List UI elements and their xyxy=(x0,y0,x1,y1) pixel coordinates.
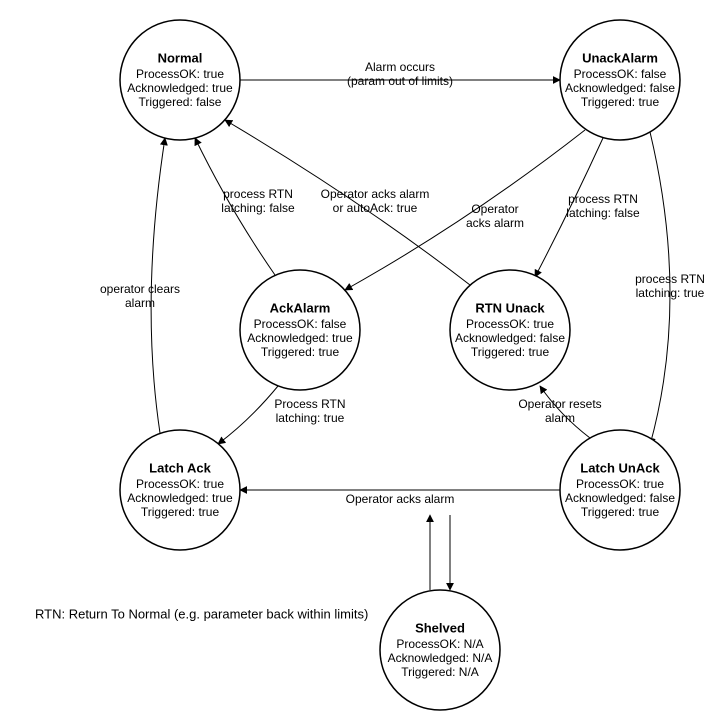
edge-label: alarm xyxy=(545,411,575,425)
node-normal: Normal ProcessOK: true Acknowledged: tru… xyxy=(120,20,240,140)
svg-text:RTN Unack: RTN Unack xyxy=(475,300,545,315)
edge-label: latching: false xyxy=(221,201,295,215)
svg-text:ProcessOK: true: ProcessOK: true xyxy=(136,67,224,81)
svg-text:Latch Ack: Latch Ack xyxy=(149,460,211,475)
node-rtnunack: RTN Unack ProcessOK: true Acknowledged: … xyxy=(450,270,570,390)
node-ackalarm: AckAlarm ProcessOK: false Acknowledged: … xyxy=(240,270,360,390)
edge-label: operator clears xyxy=(100,282,180,296)
edge-label: Operator acks alarm xyxy=(346,492,455,506)
footnote: RTN: Return To Normal (e.g. parameter ba… xyxy=(35,606,368,621)
svg-text:Normal: Normal xyxy=(158,50,203,65)
edge-label: Process RTN xyxy=(274,397,345,411)
edge-label: process RTN xyxy=(635,272,705,286)
svg-text:Acknowledged: false: Acknowledged: false xyxy=(455,331,565,345)
edge-label: or autoAck: true xyxy=(333,201,418,215)
edge-label: Operator resets xyxy=(518,397,601,411)
svg-text:Triggered: true: Triggered: true xyxy=(581,95,660,109)
svg-text:AckAlarm: AckAlarm xyxy=(270,300,331,315)
svg-text:Triggered: true: Triggered: true xyxy=(141,505,220,519)
node-latchack: Latch Ack ProcessOK: true Acknowledged: … xyxy=(120,430,240,550)
svg-text:Acknowledged: true: Acknowledged: true xyxy=(247,331,353,345)
svg-text:Shelved: Shelved xyxy=(415,620,465,635)
svg-text:Triggered: true: Triggered: true xyxy=(471,345,550,359)
svg-text:Acknowledged: N/A: Acknowledged: N/A xyxy=(388,651,493,665)
edge-label: (param out of limits) xyxy=(347,74,453,88)
svg-text:ProcessOK: false: ProcessOK: false xyxy=(254,317,347,331)
edge-label: latching: false xyxy=(566,206,640,220)
edge-label: Operator xyxy=(471,202,518,216)
svg-text:UnackAlarm: UnackAlarm xyxy=(582,50,658,65)
node-latchunack: Latch UnAck ProcessOK: true Acknowledged… xyxy=(560,430,680,550)
svg-text:Acknowledged: false: Acknowledged: false xyxy=(565,491,675,505)
edge-label: Alarm occurs xyxy=(365,60,435,74)
svg-text:ProcessOK: true: ProcessOK: true xyxy=(576,477,664,491)
svg-text:Triggered: N/A: Triggered: N/A xyxy=(401,665,479,679)
svg-text:Triggered: true: Triggered: true xyxy=(261,345,340,359)
svg-text:Triggered: true: Triggered: true xyxy=(581,505,660,519)
svg-text:Acknowledged: false: Acknowledged: false xyxy=(565,81,675,95)
edge-label: Operator acks alarm xyxy=(321,187,430,201)
node-unackalarm: UnackAlarm ProcessOK: false Acknowledged… xyxy=(560,20,680,140)
edge-label: process RTN xyxy=(223,187,293,201)
svg-text:ProcessOK: true: ProcessOK: true xyxy=(136,477,224,491)
svg-text:Acknowledged: true: Acknowledged: true xyxy=(127,491,233,505)
svg-text:Latch UnAck: Latch UnAck xyxy=(580,460,660,475)
svg-text:ProcessOK: true: ProcessOK: true xyxy=(466,317,554,331)
svg-text:ProcessOK: N/A: ProcessOK: N/A xyxy=(396,637,483,651)
edge-label: alarm xyxy=(125,296,155,310)
edge-label: latching: true xyxy=(276,411,345,425)
edge-label: process RTN xyxy=(568,192,638,206)
edge-label: acks alarm xyxy=(466,216,524,230)
svg-text:Triggered: false: Triggered: false xyxy=(139,95,222,109)
svg-text:Acknowledged: true: Acknowledged: true xyxy=(127,81,233,95)
node-shelved: Shelved ProcessOK: N/A Acknowledged: N/A… xyxy=(380,590,500,710)
edge-label: latching: true xyxy=(636,286,705,300)
svg-text:ProcessOK: false: ProcessOK: false xyxy=(574,67,667,81)
edge-ackalarm-to-latchack xyxy=(218,386,278,444)
